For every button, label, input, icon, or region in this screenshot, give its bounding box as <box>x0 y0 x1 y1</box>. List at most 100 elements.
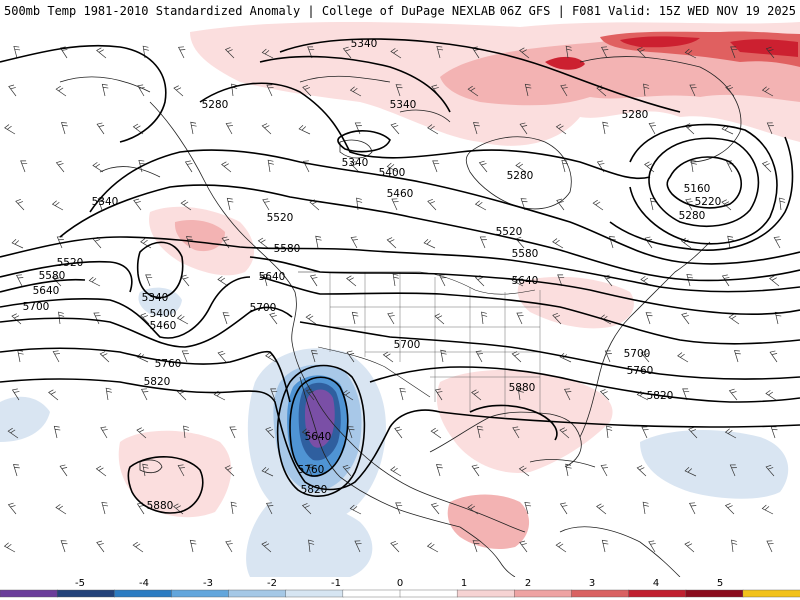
contour-5580 <box>0 256 800 315</box>
wind-barb <box>266 84 274 97</box>
wind-barb <box>17 349 24 363</box>
wind-barb <box>467 85 479 97</box>
positive-anomaly-gulf <box>436 370 613 473</box>
wind-barb <box>354 540 362 553</box>
wind-barb <box>140 312 150 325</box>
colorbar-segment <box>171 589 230 598</box>
wind-barb <box>729 464 737 477</box>
contour-5700 <box>0 306 800 380</box>
wind-barb <box>176 389 187 401</box>
wind-barb <box>606 425 613 439</box>
wind-barb <box>261 466 274 477</box>
gulf-coast <box>429 411 582 468</box>
contour-label: 5820 <box>144 376 171 388</box>
negative-anomaly-cutoff-core <box>305 389 335 448</box>
wind-barb <box>391 198 399 211</box>
colorbar-segment <box>228 589 287 598</box>
wind-barb <box>773 236 782 249</box>
wind-barb <box>731 539 738 553</box>
wind-barb <box>4 124 16 135</box>
wind-barb <box>556 198 565 211</box>
contour-5640 <box>0 276 800 345</box>
wind-barb <box>96 540 105 553</box>
wind-barb <box>217 276 229 287</box>
colorbar-segment <box>514 589 573 598</box>
colorbar-ticks: -5 -4 -3 -2 -1 0 1 2 3 4 5 <box>75 578 723 589</box>
contour-label: 5760 <box>627 365 654 377</box>
colorbar-tick-label: -5 <box>75 578 85 589</box>
wind-barb <box>315 235 322 249</box>
wind-barb <box>105 387 112 401</box>
central-america <box>459 526 516 577</box>
wind-barb <box>436 464 443 477</box>
contour-cutoff-1 <box>289 376 349 477</box>
contour-label: 5460 <box>387 188 414 200</box>
wind-barb <box>298 124 311 135</box>
wind-barb <box>267 159 274 173</box>
wind-barb <box>601 46 609 59</box>
contour-label-group: 5340 5340 5280 5280 5280 5280 5340 5340 … <box>23 38 722 512</box>
arctic-islands <box>299 75 451 159</box>
wind-barb <box>599 389 610 401</box>
wind-barb <box>132 541 144 553</box>
wind-barb <box>516 312 524 325</box>
wind-barb <box>7 427 19 439</box>
wind-barb <box>727 235 734 249</box>
contour-5280-main <box>199 82 651 180</box>
wind-barb <box>55 504 67 515</box>
wind-barb <box>184 160 193 173</box>
wind-barb <box>311 350 318 363</box>
wind-barb <box>471 389 482 401</box>
contour-label: 5340 <box>142 292 169 304</box>
wind-barb <box>730 46 738 59</box>
negative-anomaly-sw <box>246 500 373 577</box>
contour-label: 5820 <box>301 484 328 496</box>
wind-barb <box>51 275 62 287</box>
wind-barb <box>3 542 16 553</box>
wind-barb <box>559 502 568 515</box>
wind-barb <box>689 502 697 515</box>
wind-barb <box>349 86 362 97</box>
wind-barb <box>132 123 144 135</box>
strong-positive-anomaly-core <box>620 36 700 48</box>
contour-label: 5700 <box>394 339 421 351</box>
wind-barb <box>142 45 149 59</box>
wind-barb <box>342 46 352 59</box>
wind-barb <box>350 236 359 249</box>
wind-barb <box>561 160 569 173</box>
wind-barb <box>519 122 528 135</box>
greenland-coast <box>579 56 742 163</box>
wind-barb <box>515 162 527 173</box>
contour-5220-loop <box>648 137 760 228</box>
wind-barb <box>636 47 647 59</box>
wind-barb <box>222 312 230 325</box>
contour-label: 5340 <box>92 196 119 208</box>
wind-barb <box>434 313 445 325</box>
contour-label: 5400 <box>379 167 406 179</box>
contour-label: 5580 <box>512 248 539 260</box>
contour-label: 5160 <box>684 183 711 195</box>
wind-barb <box>301 503 312 515</box>
positive-anomaly-east <box>517 276 634 329</box>
wind-barb <box>769 275 780 287</box>
wind-barb <box>721 274 730 287</box>
contour-label: 5580 <box>274 243 301 255</box>
colorbar-tick-label: 5 <box>717 578 723 589</box>
wind-barb <box>305 388 315 401</box>
wind-barb <box>636 465 647 477</box>
us-canada-border <box>298 271 536 295</box>
wind-barb <box>59 464 68 477</box>
contour-label: 5640 <box>33 285 60 297</box>
wind-barb <box>309 274 318 287</box>
wind-barb <box>520 198 528 211</box>
wind-barb <box>645 312 653 325</box>
wind-barb <box>349 161 360 173</box>
wind-barb <box>266 502 274 515</box>
wind-barb <box>386 162 399 173</box>
wind-barb <box>96 47 107 59</box>
wind-barb <box>524 83 532 97</box>
cuba <box>529 459 596 468</box>
wind-barb <box>394 426 403 439</box>
contour-label: 5340 <box>390 99 417 111</box>
wind-barb <box>306 464 314 477</box>
